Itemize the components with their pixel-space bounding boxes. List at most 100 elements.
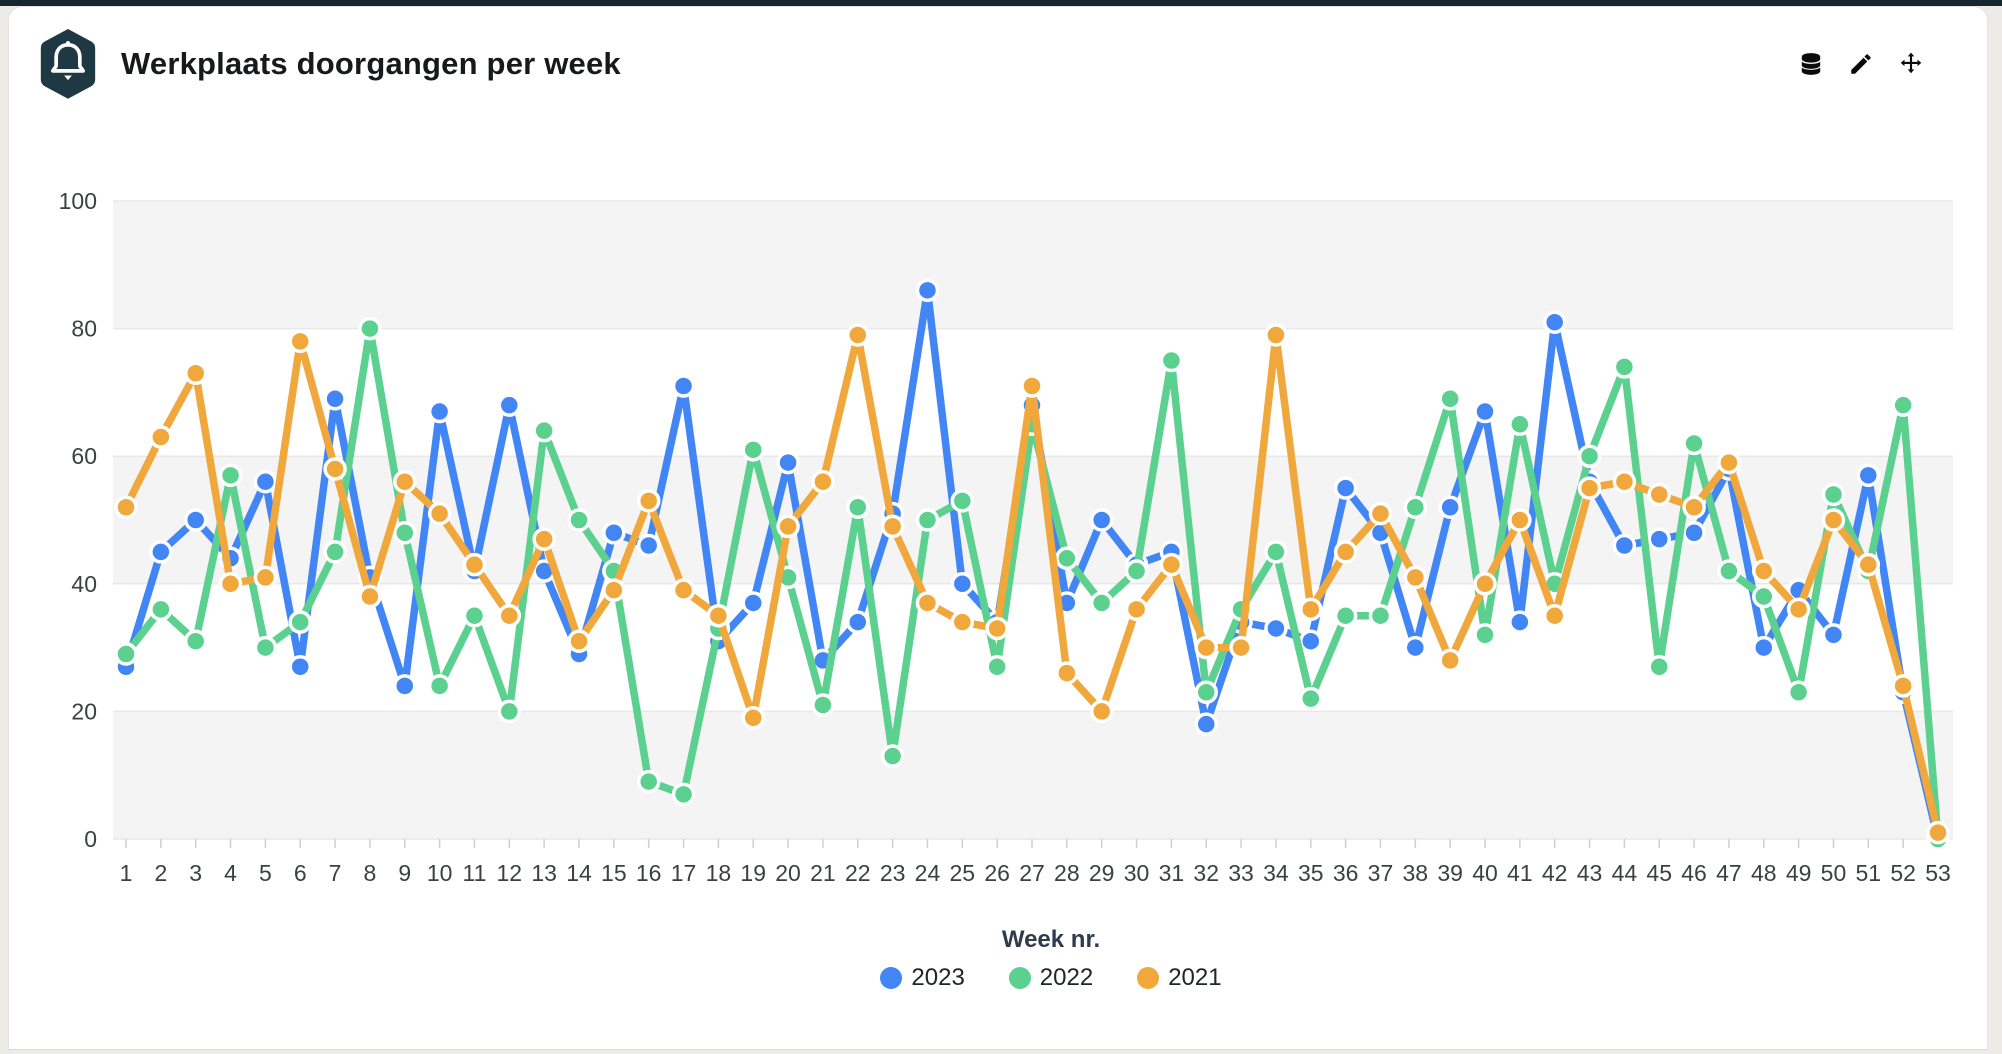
data-point[interactable] — [1159, 348, 1184, 373]
data-point[interactable] — [1055, 546, 1079, 571]
data-point[interactable] — [671, 374, 696, 398]
data-point[interactable] — [253, 469, 278, 494]
data-point[interactable] — [1299, 597, 1323, 622]
data-point[interactable] — [671, 578, 696, 602]
data-point[interactable] — [1473, 399, 1497, 424]
data-point[interactable] — [1821, 508, 1846, 532]
data-point[interactable] — [393, 469, 417, 494]
data-point[interactable] — [846, 323, 870, 347]
data-point[interactable] — [567, 508, 591, 532]
data-point[interactable] — [114, 642, 138, 666]
data-point[interactable] — [323, 540, 347, 564]
data-point[interactable] — [1159, 552, 1184, 577]
data-point[interactable] — [1403, 635, 1428, 660]
data-point[interactable] — [776, 514, 800, 539]
data-point[interactable] — [1508, 610, 1532, 634]
data-point[interactable] — [1542, 603, 1567, 628]
data-point[interactable] — [915, 508, 940, 532]
data-point[interactable] — [950, 572, 975, 596]
data-point[interactable] — [1752, 635, 1776, 660]
data-point[interactable] — [1682, 431, 1706, 456]
data-point[interactable] — [323, 457, 347, 481]
data-point[interactable] — [636, 769, 661, 794]
data-point[interactable] — [1682, 521, 1706, 545]
data-point[interactable] — [1612, 533, 1637, 558]
data-point[interactable] — [1508, 412, 1532, 437]
data-point[interactable] — [811, 469, 835, 494]
data-point[interactable] — [393, 521, 417, 545]
data-point[interactable] — [1333, 603, 1358, 628]
data-point[interactable] — [1647, 482, 1671, 507]
data-point[interactable] — [218, 572, 243, 596]
data-point[interactable] — [915, 591, 940, 615]
data-point[interactable] — [1368, 501, 1393, 526]
data-point[interactable] — [741, 438, 765, 462]
data-point[interactable] — [323, 387, 347, 411]
data-point[interactable] — [602, 578, 626, 602]
data-point[interactable] — [183, 629, 208, 653]
data-point[interactable] — [1089, 591, 1114, 615]
data-point[interactable] — [1612, 469, 1637, 494]
data-point[interactable] — [1403, 495, 1428, 519]
data-point[interactable] — [1856, 552, 1881, 577]
data-point[interactable] — [1926, 820, 1950, 845]
data-point[interactable] — [741, 591, 765, 615]
data-point[interactable] — [1194, 635, 1218, 660]
data-point[interactable] — [1577, 444, 1602, 468]
data-point[interactable] — [1264, 540, 1288, 564]
edit-icon[interactable] — [1847, 50, 1875, 78]
data-point[interactable] — [1647, 654, 1671, 679]
data-point[interactable] — [1299, 686, 1323, 711]
data-point[interactable] — [1786, 597, 1811, 622]
data-point[interactable] — [1194, 680, 1218, 705]
data-point[interactable] — [462, 552, 487, 577]
data-point[interactable] — [1124, 559, 1149, 583]
data-point[interactable] — [1752, 584, 1776, 609]
data-point[interactable] — [218, 463, 243, 488]
data-point[interactable] — [1194, 712, 1218, 736]
data-point[interactable] — [950, 610, 975, 634]
data-point[interactable] — [497, 603, 522, 628]
data-point[interactable] — [1368, 603, 1393, 628]
data-point[interactable] — [1299, 629, 1323, 653]
data-point[interactable] — [1473, 572, 1497, 596]
data-point[interactable] — [985, 616, 1009, 641]
data-point[interactable] — [1612, 355, 1637, 379]
database-icon[interactable] — [1797, 50, 1825, 78]
data-point[interactable] — [358, 584, 382, 609]
data-point[interactable] — [811, 693, 835, 717]
data-point[interactable] — [183, 361, 208, 386]
data-point[interactable] — [1752, 559, 1776, 583]
data-point[interactable] — [149, 540, 173, 564]
data-point[interactable] — [149, 597, 173, 622]
data-point[interactable] — [427, 501, 452, 526]
data-point[interactable] — [183, 508, 208, 532]
data-point[interactable] — [1542, 310, 1567, 334]
data-point[interactable] — [846, 610, 870, 634]
legend-item-2021[interactable]: 2021 — [1137, 964, 1222, 992]
data-point[interactable] — [358, 316, 382, 341]
data-point[interactable] — [532, 527, 556, 551]
data-point[interactable] — [288, 329, 312, 354]
data-point[interactable] — [1786, 680, 1811, 705]
data-point[interactable] — [1717, 450, 1741, 475]
data-point[interactable] — [253, 635, 278, 660]
data-point[interactable] — [567, 629, 591, 653]
data-point[interactable] — [1264, 616, 1288, 641]
legend-item-2022[interactable]: 2022 — [1008, 964, 1093, 992]
data-point[interactable] — [1577, 476, 1602, 500]
data-point[interactable] — [1089, 508, 1114, 532]
data-point[interactable] — [1891, 393, 1915, 417]
legend-item-2023[interactable]: 2023 — [880, 964, 965, 992]
data-point[interactable] — [497, 699, 522, 724]
data-point[interactable] — [636, 533, 661, 558]
data-point[interactable] — [288, 610, 312, 634]
data-point[interactable] — [1647, 527, 1671, 551]
data-point[interactable] — [1055, 661, 1079, 685]
data-point[interactable] — [393, 674, 417, 698]
data-point[interactable] — [846, 495, 870, 519]
data-point[interactable] — [149, 425, 173, 449]
data-point[interactable] — [497, 393, 522, 417]
data-point[interactable] — [288, 654, 312, 679]
data-point[interactable] — [950, 489, 975, 513]
